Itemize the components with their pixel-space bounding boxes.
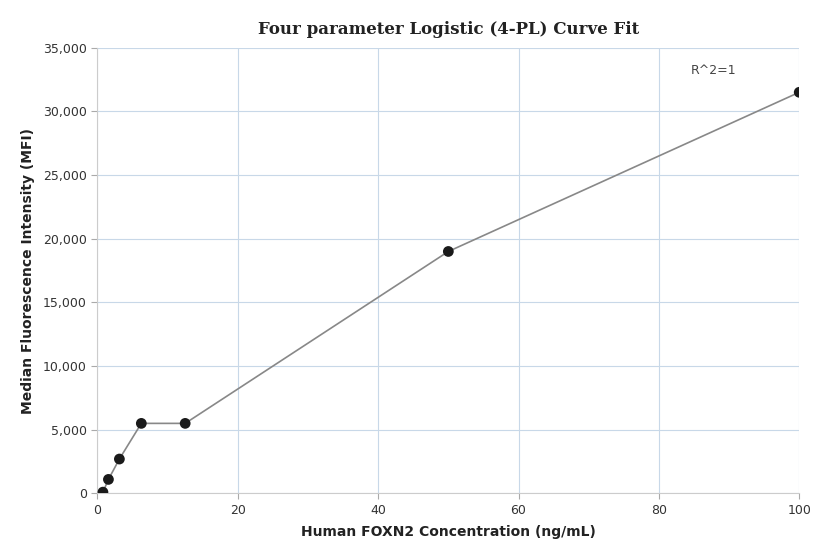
Point [97, 488, 110, 497]
X-axis label: Human FOXN2 Concentration (ng/mL): Human FOXN2 Concentration (ng/mL) [301, 525, 596, 539]
Title: Four parameter Logistic (4-PL) Curve Fit: Four parameter Logistic (4-PL) Curve Fit [258, 21, 639, 38]
Point [442, 247, 455, 256]
Point [102, 475, 115, 484]
Y-axis label: Median Fluorescence Intensity (MFI): Median Fluorescence Intensity (MFI) [21, 128, 35, 414]
Point [793, 88, 806, 97]
Text: R^2=1: R^2=1 [691, 64, 736, 77]
Point [179, 419, 192, 428]
Point [135, 419, 148, 428]
Point [112, 455, 126, 464]
